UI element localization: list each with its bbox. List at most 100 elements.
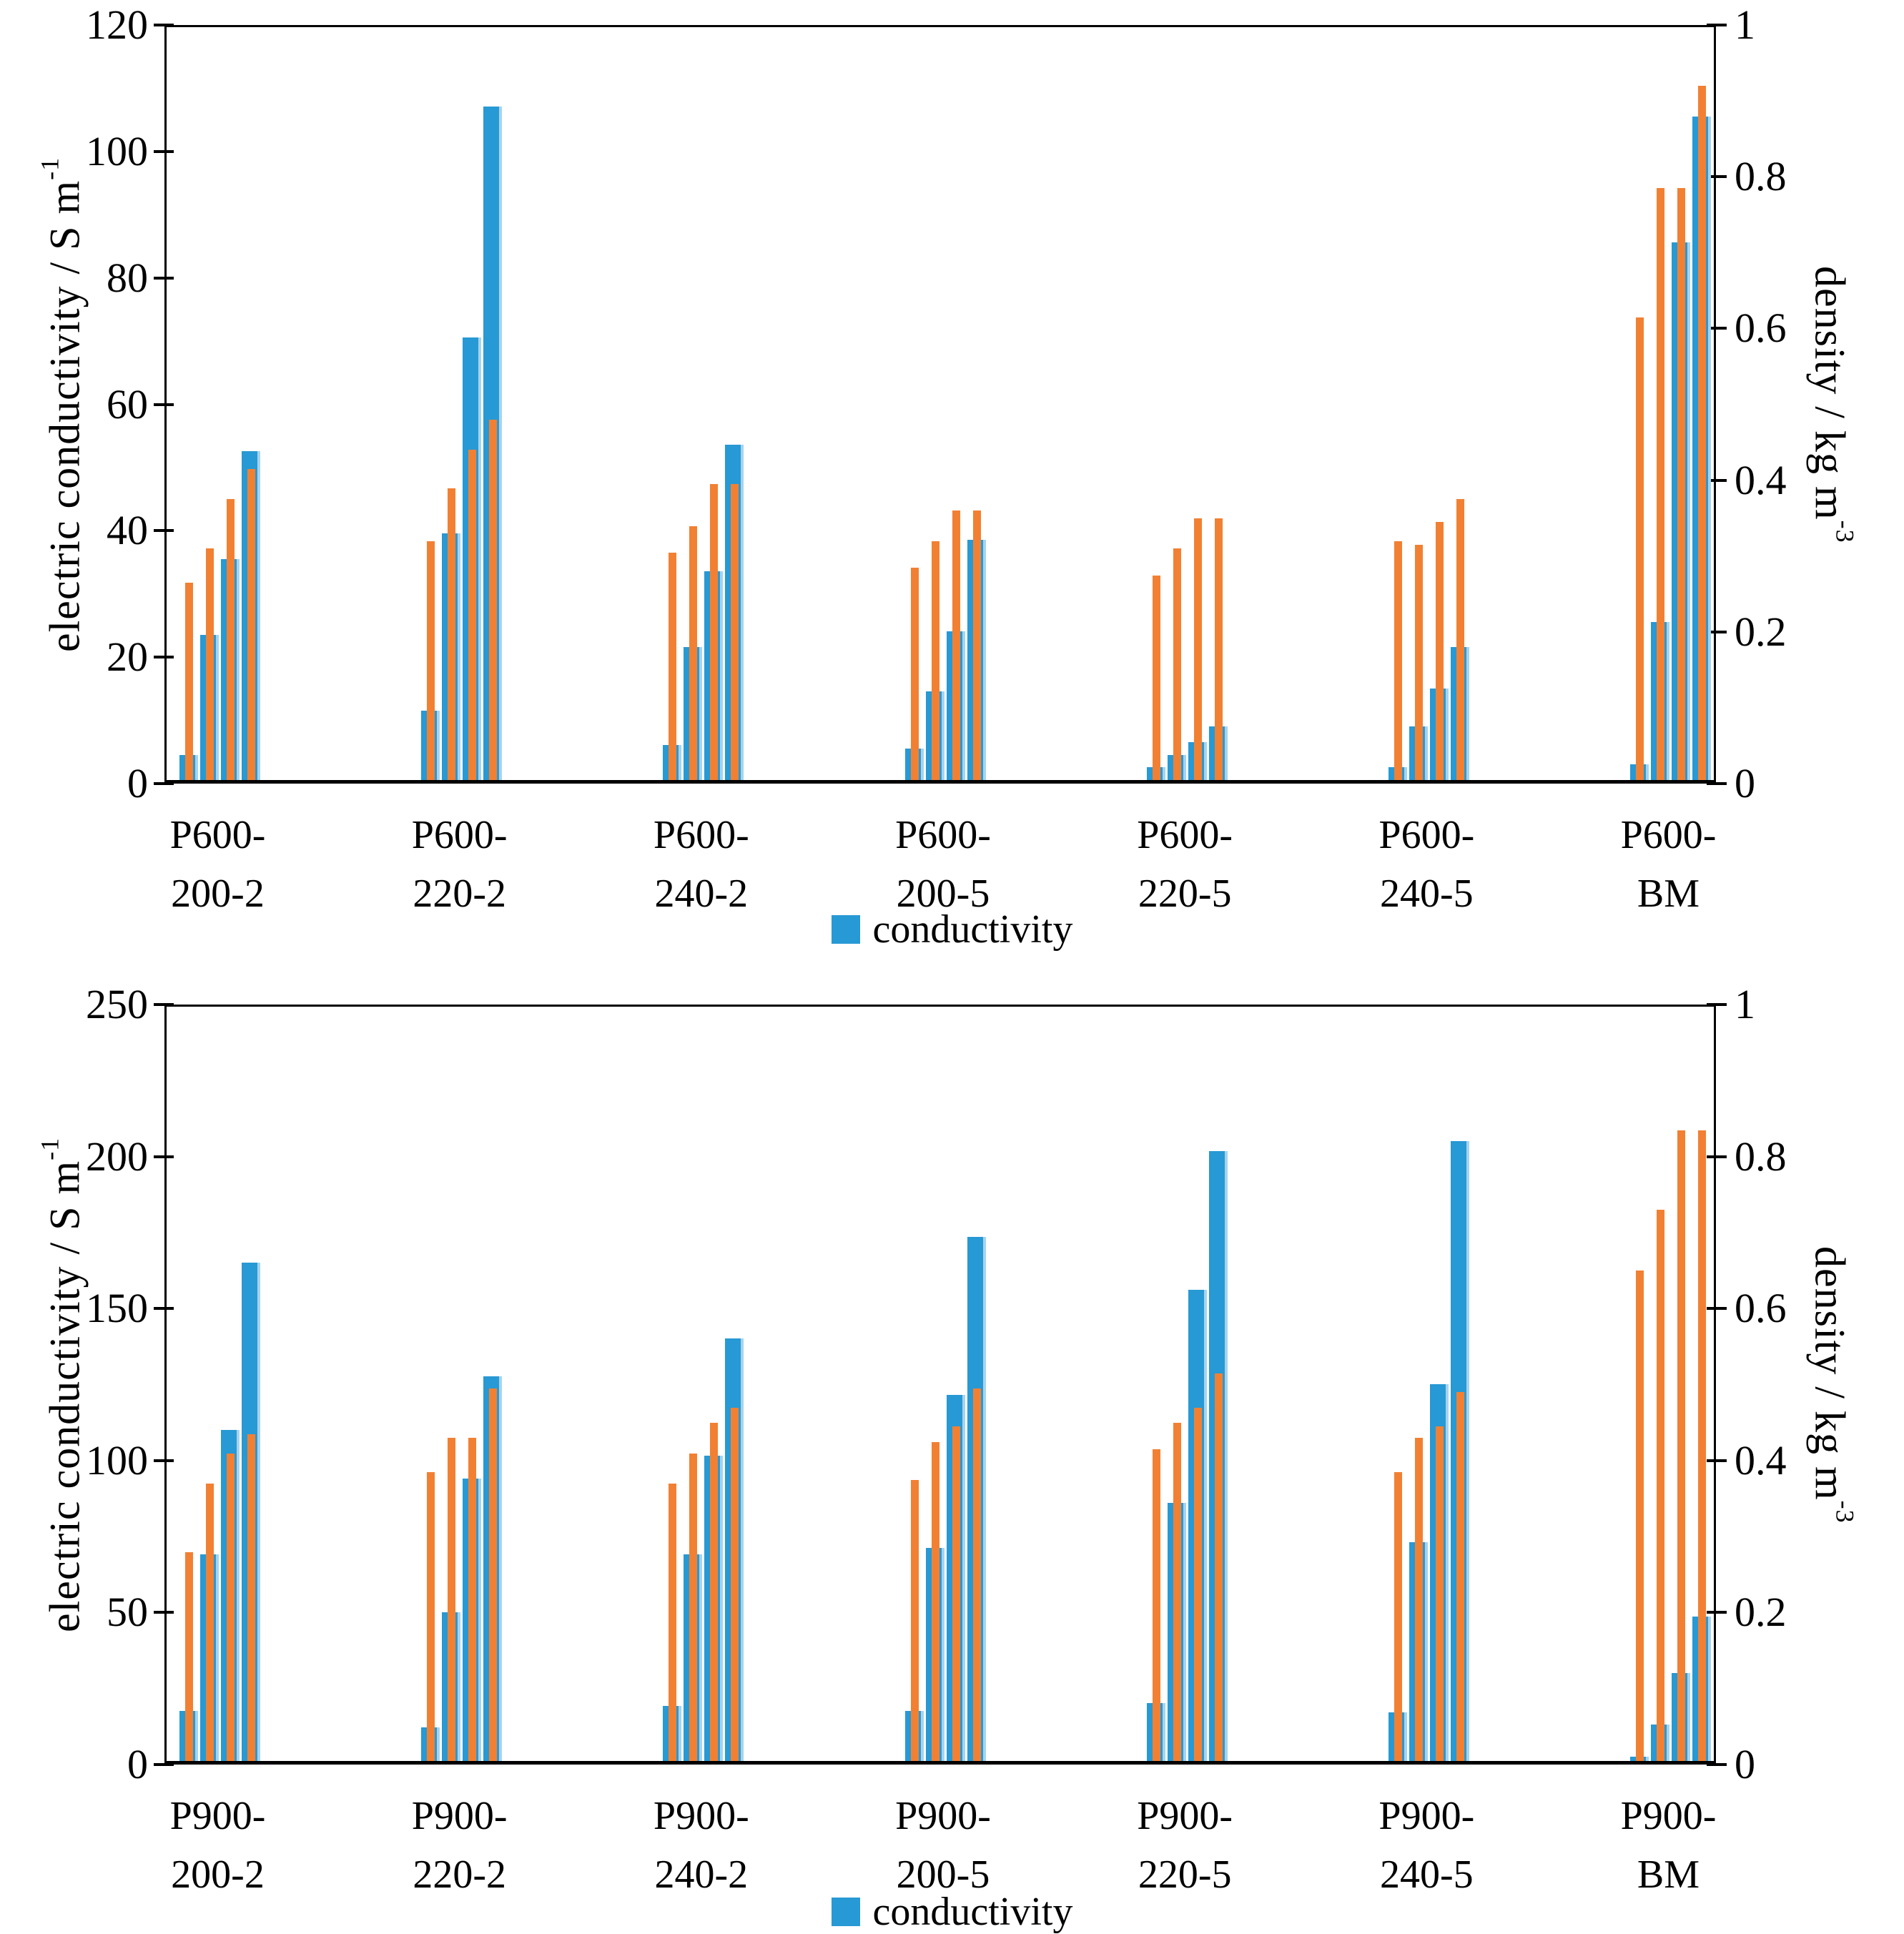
right-axis-tick-label: 0.6: [1735, 305, 1787, 352]
left-axis-tick: [154, 782, 174, 785]
category-label-line2: 240-5: [1380, 1852, 1474, 1897]
density-bar: [669, 1484, 677, 1761]
left-axis-tick: [154, 149, 174, 153]
left-axis-tick: [154, 24, 174, 26]
right-axis-title-text: density / kg m: [1806, 1245, 1854, 1501]
density-bar: [1414, 545, 1423, 780]
left-axis-tick-label: 0: [127, 1741, 148, 1787]
right-axis-title-exponent: -3: [1830, 520, 1860, 543]
density-bar: [1698, 1130, 1706, 1761]
density-bar: [468, 1438, 477, 1761]
density-bar: [972, 1388, 981, 1761]
right-axis-tick-label: 1: [1735, 981, 1755, 1027]
category-label-line1: P600-: [653, 813, 749, 857]
left-axis-tick: [154, 403, 174, 406]
density-bar: [1636, 1271, 1644, 1761]
category-label-line1: P600-: [1620, 813, 1717, 857]
left-axis-tick: [154, 529, 174, 533]
right-axis-title: density / kg m-3: [1802, 25, 1873, 784]
right-axis-tick: [1707, 175, 1727, 179]
left-axis-tick-label: 100: [86, 127, 148, 174]
density-bar: [1193, 1407, 1202, 1761]
plot-area: [164, 25, 1716, 784]
category-label-line2: 200-2: [171, 1852, 265, 1897]
density-bar: [227, 1453, 235, 1761]
density-bar: [1677, 1130, 1685, 1761]
left-axis-tick-label: 40: [107, 507, 148, 554]
density-bar: [1193, 518, 1202, 780]
density-bar: [689, 526, 698, 780]
right-axis-title: density / kg m-3: [1802, 1005, 1873, 1765]
category-label-line1: P900-: [895, 1794, 991, 1838]
density-bar: [710, 484, 719, 780]
category-label-line2: 220-5: [1138, 872, 1232, 916]
legend: conductivity: [0, 909, 1904, 949]
right-axis-tick-label: 0.2: [1735, 608, 1787, 655]
density-bar: [185, 583, 193, 780]
right-axis-tick: [1707, 1307, 1727, 1311]
category-label-line2: BM: [1637, 872, 1700, 916]
category-label-line1: P900-: [411, 1794, 508, 1838]
density-bar: [931, 1441, 939, 1761]
category-label-line2: 240-5: [1380, 872, 1474, 916]
density-bar: [206, 1484, 214, 1761]
category-label-line2: 240-2: [654, 1852, 749, 1897]
density-bar: [1173, 548, 1181, 780]
left-axis-tick-label: 250: [86, 981, 148, 1027]
density-bar: [1394, 541, 1402, 780]
right-axis-tick: [1707, 327, 1727, 330]
density-bar: [489, 420, 498, 780]
plot-area: [164, 1005, 1716, 1765]
right-axis-tick: [1707, 1003, 1727, 1006]
right-axis-title-exponent: -3: [1830, 1500, 1860, 1524]
left-axis-tick: [154, 1611, 174, 1614]
left-axis-tick: [154, 1155, 174, 1158]
density-bar: [669, 552, 677, 780]
density-bar: [206, 548, 214, 780]
left-axis-tick: [154, 1003, 174, 1006]
density-bar: [1214, 1373, 1223, 1761]
density-bar: [227, 499, 235, 780]
density-bar: [1698, 86, 1706, 780]
density-bar: [1173, 1422, 1181, 1761]
right-axis-tick-label: 0.8: [1735, 1133, 1787, 1180]
right-axis-tick: [1707, 24, 1727, 26]
density-bar: [448, 1438, 456, 1761]
density-bar: [427, 1472, 435, 1761]
density-bar: [972, 510, 981, 780]
density-bar: [1456, 1392, 1464, 1761]
category-label-line2: 240-2: [654, 872, 749, 916]
density-bar: [1394, 1472, 1402, 1761]
right-axis-tick: [1707, 1611, 1727, 1614]
density-bar: [731, 484, 739, 780]
density-bar: [1152, 1449, 1160, 1761]
left-axis-tick-label: 20: [107, 633, 148, 681]
density-bar: [952, 1426, 960, 1761]
density-bar: [1414, 1438, 1423, 1761]
right-axis-tick: [1707, 1763, 1727, 1766]
category-label-line1: P900-: [1378, 1794, 1475, 1838]
legend-label: conductivity: [872, 907, 1073, 952]
legend-label: conductivity: [872, 1890, 1073, 1934]
category-label-line2: 220-2: [413, 1852, 506, 1897]
left-axis-tick-label: 100: [86, 1436, 148, 1484]
density-bar: [710, 1422, 719, 1761]
category-label-line2: 200-2: [171, 872, 265, 916]
left-axis-title-text: electric conductivity / S m: [41, 1160, 89, 1632]
density-bar: [931, 541, 939, 780]
left-axis-tick-label: 120: [86, 1, 148, 48]
category-label-line1: P600-: [411, 813, 508, 857]
density-bar: [247, 469, 255, 780]
conductivity-legend-swatch-icon: [831, 915, 860, 944]
density-bar: [1214, 518, 1223, 780]
category-label-line1: P900-: [653, 1794, 749, 1838]
category-label-line1: P900-: [1620, 1794, 1717, 1838]
right-axis-tick: [1707, 1155, 1727, 1158]
density-bar: [1435, 522, 1444, 780]
left-axis-tick-label: 200: [86, 1133, 148, 1180]
category-label-line1: P600-: [1378, 813, 1475, 857]
category-label-line2: 220-5: [1138, 1852, 1232, 1897]
density-bar: [952, 510, 960, 780]
density-bar: [1636, 317, 1644, 780]
density-bar: [731, 1407, 739, 1761]
